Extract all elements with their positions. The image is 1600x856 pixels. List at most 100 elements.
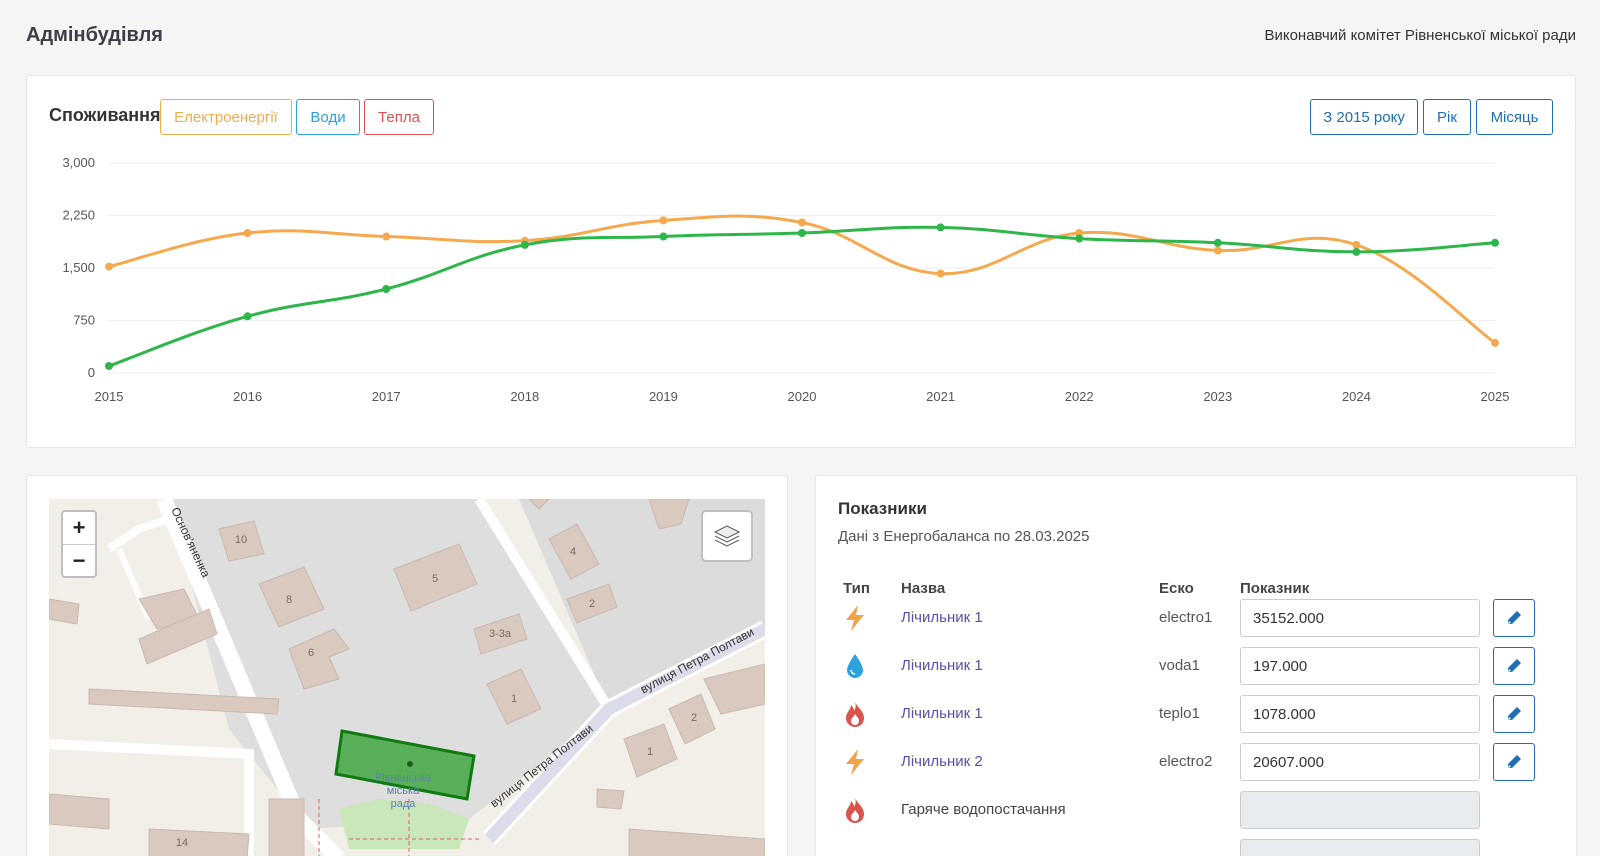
- data-point-green: [382, 285, 391, 293]
- filter-heat-button[interactable]: Тепла: [364, 99, 434, 135]
- building-number: 3-3а: [489, 628, 512, 640]
- range-month-button[interactable]: Місяць: [1476, 99, 1553, 135]
- table-row: Лічильник 1 electro1: [816, 594, 1578, 642]
- x-tick-label: 2017: [372, 389, 401, 404]
- consumption-chart: 0 750 1,500 2,250 3,000 2015 2016 2017 2018 2019 2…: [62, 155, 1510, 404]
- column-header-type: Тип: [843, 580, 870, 597]
- column-header-esco: Еско: [1159, 580, 1194, 597]
- range-year-button[interactable]: Рік: [1423, 99, 1471, 135]
- esco-code: voda1: [1159, 657, 1200, 674]
- consumption-title: Споживання: [49, 105, 161, 125]
- meter-value-input[interactable]: [1240, 647, 1480, 685]
- series-line-orange: [108, 214, 1496, 345]
- flame-icon: [846, 797, 864, 823]
- map-card: 10 8 6 5 4 2 3-3а 1 2 1 14 вулиця Петра …: [26, 475, 788, 856]
- marker-label-line: Рівненська: [375, 772, 432, 784]
- data-point-green: [105, 362, 113, 370]
- map-view[interactable]: 10 8 6 5 4 2 3-3а 1 2 1 14 вулиця Петра …: [49, 499, 765, 856]
- water-drop-icon: [847, 654, 863, 678]
- x-tick-label: 2018: [510, 389, 539, 404]
- organization-name: Виконавчий комітет Рівненської міської р…: [1264, 27, 1576, 44]
- meter-value-input: [1240, 791, 1480, 829]
- table-row: Лічильник 2 electro2: [816, 738, 1578, 786]
- pencil-icon: [1508, 611, 1521, 624]
- zoom-out-button[interactable]: −: [63, 544, 95, 576]
- x-tick-label: 2020: [788, 389, 817, 404]
- data-point-green: [1075, 234, 1084, 243]
- data-point-orange: [243, 229, 252, 237]
- esco-code: teplo1: [1159, 705, 1200, 722]
- building-number: 6: [308, 647, 314, 659]
- meter-name-link[interactable]: Лічильник 1: [901, 609, 983, 626]
- x-tick-label: 2021: [926, 389, 955, 404]
- building-number: 10: [235, 534, 247, 546]
- column-header-name: Назва: [901, 580, 946, 597]
- data-point-orange: [1352, 240, 1361, 249]
- x-tick-label: 2024: [1342, 389, 1371, 404]
- building-number: 2: [589, 598, 595, 610]
- data-point-green: [659, 232, 668, 241]
- x-tick-label: 2022: [1065, 389, 1094, 404]
- pencil-icon: [1508, 659, 1521, 672]
- esco-code: electro1: [1159, 609, 1213, 626]
- page-title: Адмінбудівля: [26, 24, 163, 46]
- edit-button[interactable]: [1493, 599, 1535, 637]
- range-since-2015-button[interactable]: З 2015 року: [1310, 99, 1418, 135]
- edit-button[interactable]: [1493, 647, 1535, 685]
- lightning-icon: [846, 749, 864, 775]
- building-number: 1: [511, 693, 517, 705]
- y-tick-label: 750: [73, 313, 95, 328]
- y-tick-label: 2,250: [62, 208, 95, 223]
- building-number: 8: [286, 594, 292, 606]
- consumption-card: Споживання Електроенергії Води Тепла З 2…: [26, 75, 1576, 448]
- data-point-green: [1352, 247, 1361, 256]
- y-tick-label: 3,000: [62, 155, 95, 170]
- data-point-orange: [659, 216, 668, 225]
- data-point-orange: [105, 262, 113, 271]
- data-point-orange: [936, 269, 945, 278]
- meter-value-input[interactable]: [1240, 695, 1480, 733]
- layers-button[interactable]: [701, 510, 753, 562]
- meter-value-input: [1240, 839, 1480, 856]
- y-tick-label: 1,500: [62, 260, 95, 275]
- meter-value-input[interactable]: [1240, 743, 1480, 781]
- filter-water-button[interactable]: Води: [296, 99, 360, 135]
- x-tick-label: 2016: [233, 389, 262, 404]
- x-tick-label: 2025: [1481, 389, 1510, 404]
- x-tick-label: 2023: [1203, 389, 1232, 404]
- zoom-in-button[interactable]: +: [72, 515, 86, 540]
- pencil-icon: [1508, 755, 1521, 768]
- esco-code: electro2: [1159, 753, 1213, 770]
- data-point-green: [1213, 238, 1222, 247]
- flame-icon: [846, 701, 864, 727]
- meter-value-input[interactable]: [1240, 599, 1480, 637]
- meter-name-link[interactable]: Лічильник 1: [901, 705, 983, 722]
- meter-name: Гаряче водопостачання: [901, 801, 1066, 818]
- data-point-green: [243, 312, 252, 321]
- edit-button[interactable]: [1493, 695, 1535, 733]
- filter-electricity-button[interactable]: Електроенергії: [160, 99, 292, 135]
- building-number: 2: [691, 712, 697, 724]
- data-point-orange: [382, 232, 391, 241]
- selected-building[interactable]: [334, 729, 476, 801]
- data-point-orange: [1075, 229, 1084, 237]
- data-point-green: [798, 229, 806, 237]
- edit-button[interactable]: [1493, 743, 1535, 781]
- layers-icon: [713, 525, 741, 547]
- y-tick-label: 0: [88, 365, 95, 380]
- marker-label-line: рада: [391, 798, 417, 810]
- data-point-green: [936, 223, 945, 232]
- column-header-value: Показник: [1240, 580, 1310, 597]
- data-point-orange: [798, 218, 806, 227]
- meter-name-link[interactable]: Лічильник 2: [901, 753, 983, 770]
- table-row: Лічильник 1 teplo1: [816, 690, 1578, 738]
- building-number: 14: [176, 837, 188, 849]
- building-number: 5: [432, 573, 438, 585]
- table-row: Гаряче водопостачання: [816, 786, 1578, 834]
- x-tick-label: 2019: [649, 389, 678, 404]
- meter-name-link[interactable]: Лічильник 1: [901, 657, 983, 674]
- pencil-icon: [1508, 707, 1521, 720]
- data-point-green: [520, 240, 529, 249]
- building-number: 1: [647, 746, 653, 758]
- data-point-orange: [1491, 338, 1499, 347]
